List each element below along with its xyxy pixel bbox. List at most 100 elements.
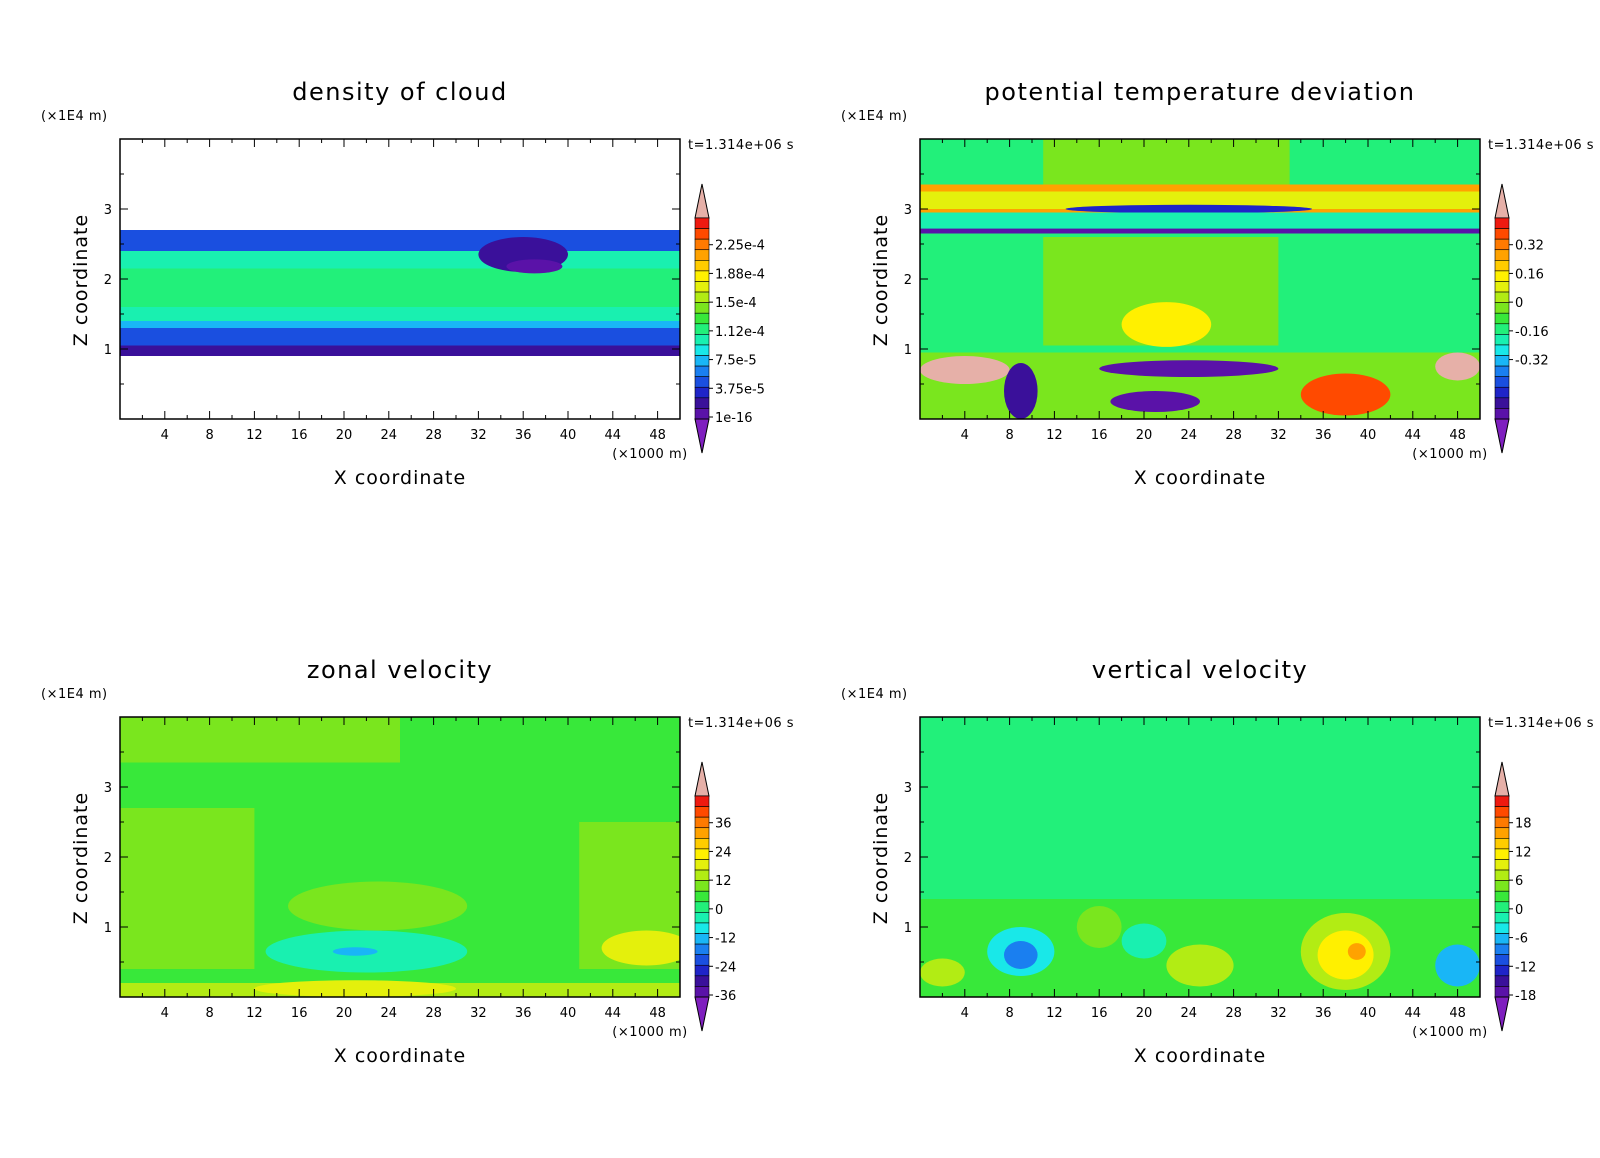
- colorbar-label: -18: [1515, 989, 1536, 1004]
- colorbar-box: [1494, 964, 1510, 977]
- plot-title: zonal velocity: [307, 656, 493, 684]
- y-tick-label: 1: [104, 343, 112, 358]
- colorbar-top-arrow: [694, 761, 710, 797]
- colorbar-box: [694, 344, 710, 356]
- x-tick-label: 36: [1315, 1006, 1332, 1021]
- y-axis-label: Z coordinate: [870, 214, 892, 346]
- panel-1: density of cloud (×1E4 m) t=1.314e+06 s 4 8 1…: [41, 78, 794, 489]
- x-tick-label: 28: [1225, 428, 1242, 443]
- contour-cell: [332, 947, 378, 956]
- colorbar-box: [694, 270, 710, 282]
- contour-cell: [1110, 391, 1200, 412]
- x-tick-label: 44: [605, 1006, 622, 1021]
- colorbar-label: 2.25e-4: [715, 239, 765, 254]
- x-tick-label: 4: [961, 428, 969, 443]
- contour-band: [120, 230, 680, 251]
- colorbar-label: 0.32: [1515, 239, 1544, 254]
- x-tick-label: 8: [205, 428, 213, 443]
- x-tick-label: 24: [381, 1006, 398, 1021]
- x-axis-unit: (×1000 m): [612, 1025, 687, 1040]
- x-axis-label: X coordinate: [1134, 1045, 1266, 1067]
- colorbar-label: -6: [1515, 932, 1528, 947]
- plot-area: [920, 717, 1480, 997]
- colorbar-box: [1494, 397, 1510, 409]
- x-tick-label: 16: [291, 428, 308, 443]
- colorbar-label: 36: [715, 817, 732, 832]
- colorbar-bottom-arrow: [1494, 418, 1510, 454]
- x-tick-label: 40: [560, 1006, 577, 1021]
- colorbar-bottom-arrow: [694, 418, 710, 454]
- y-tick-label: 3: [904, 781, 912, 796]
- colorbar-box: [1494, 954, 1510, 966]
- contour-band: [120, 808, 255, 969]
- contour-cell: [1004, 941, 1038, 969]
- x-tick-label: 20: [336, 428, 353, 443]
- y-tick-label: 2: [904, 273, 912, 288]
- contour-cell: [506, 259, 563, 274]
- z-axis-unit: (×1E4 m): [41, 109, 108, 124]
- x-tick-label: 40: [560, 428, 577, 443]
- time-stamp: t=1.314e+06 s: [1488, 716, 1594, 731]
- colorbar-box: [694, 933, 710, 945]
- colorbar-box: [1494, 795, 1510, 807]
- x-tick-label: 20: [336, 1006, 353, 1021]
- x-tick-label: 44: [1405, 428, 1422, 443]
- contour-cell: [920, 958, 965, 987]
- contour-band: [920, 191, 1480, 209]
- y-axis-label: Z coordinate: [70, 792, 92, 924]
- colorbar-box: [1494, 859, 1510, 871]
- contour-cell: [288, 881, 468, 931]
- x-axis-unit: (×1000 m): [1412, 447, 1487, 462]
- x-tick-label: 24: [381, 428, 398, 443]
- colorbar-box: [1494, 816, 1510, 829]
- z-axis-unit: (×1E4 m): [841, 687, 908, 702]
- colorbar-label: -24: [715, 960, 736, 975]
- contour-band: [120, 717, 400, 763]
- x-axis-unit: (×1000 m): [612, 447, 687, 462]
- contour-cell: [1347, 943, 1366, 960]
- x-tick-label: 28: [425, 428, 442, 443]
- x-tick-label: 4: [161, 428, 169, 443]
- colorbar-top-arrow: [1494, 761, 1510, 797]
- time-stamp: t=1.314e+06 s: [688, 138, 794, 153]
- colorbar-box: [1494, 249, 1510, 261]
- x-tick-label: 32: [1270, 1006, 1287, 1021]
- x-tick-label: 12: [246, 428, 263, 443]
- contour-cell: [601, 930, 680, 966]
- plot-title: potential temperature deviation: [985, 78, 1416, 106]
- colorbar-box: [1494, 408, 1510, 420]
- colorbar-box: [694, 954, 710, 966]
- y-tick-label: 1: [904, 343, 912, 358]
- colorbar-label: 12: [715, 874, 732, 889]
- colorbar-label: 12: [1515, 845, 1532, 860]
- colorbar-box: [694, 912, 710, 924]
- contour-cell: [920, 356, 1010, 384]
- time-stamp: t=1.314e+06 s: [688, 716, 794, 731]
- colorbar-box: [1494, 986, 1510, 998]
- colorbar-box: [1494, 228, 1510, 240]
- contour-cell: [254, 980, 456, 997]
- contour-cell: [1121, 923, 1167, 959]
- colorbar-label: 24: [715, 845, 732, 860]
- colorbar-label: -0.16: [1515, 325, 1549, 340]
- colorbar-box: [694, 260, 710, 272]
- colorbar-box: [1494, 323, 1510, 335]
- x-tick-label: 48: [1449, 1006, 1466, 1021]
- plot-title: density of cloud: [292, 78, 507, 106]
- colorbar-top-arrow: [1494, 183, 1510, 219]
- x-tick-label: 12: [1046, 428, 1063, 443]
- colorbar-label: 0: [715, 903, 723, 918]
- colorbar-box: [694, 408, 710, 420]
- contour-band: [120, 328, 680, 346]
- y-tick-label: 2: [904, 851, 912, 866]
- x-tick-label: 36: [515, 428, 532, 443]
- colorbar-box: [1494, 270, 1510, 282]
- x-axis-unit: (×1000 m): [1412, 1025, 1487, 1040]
- colorbar-label: 1.12e-4: [715, 325, 765, 340]
- colorbar-box: [694, 355, 710, 367]
- contour-band: [1043, 139, 1290, 185]
- colorbar-label: -0.32: [1515, 354, 1549, 369]
- colorbar-box: [694, 901, 710, 913]
- colorbar-box: [1494, 901, 1510, 913]
